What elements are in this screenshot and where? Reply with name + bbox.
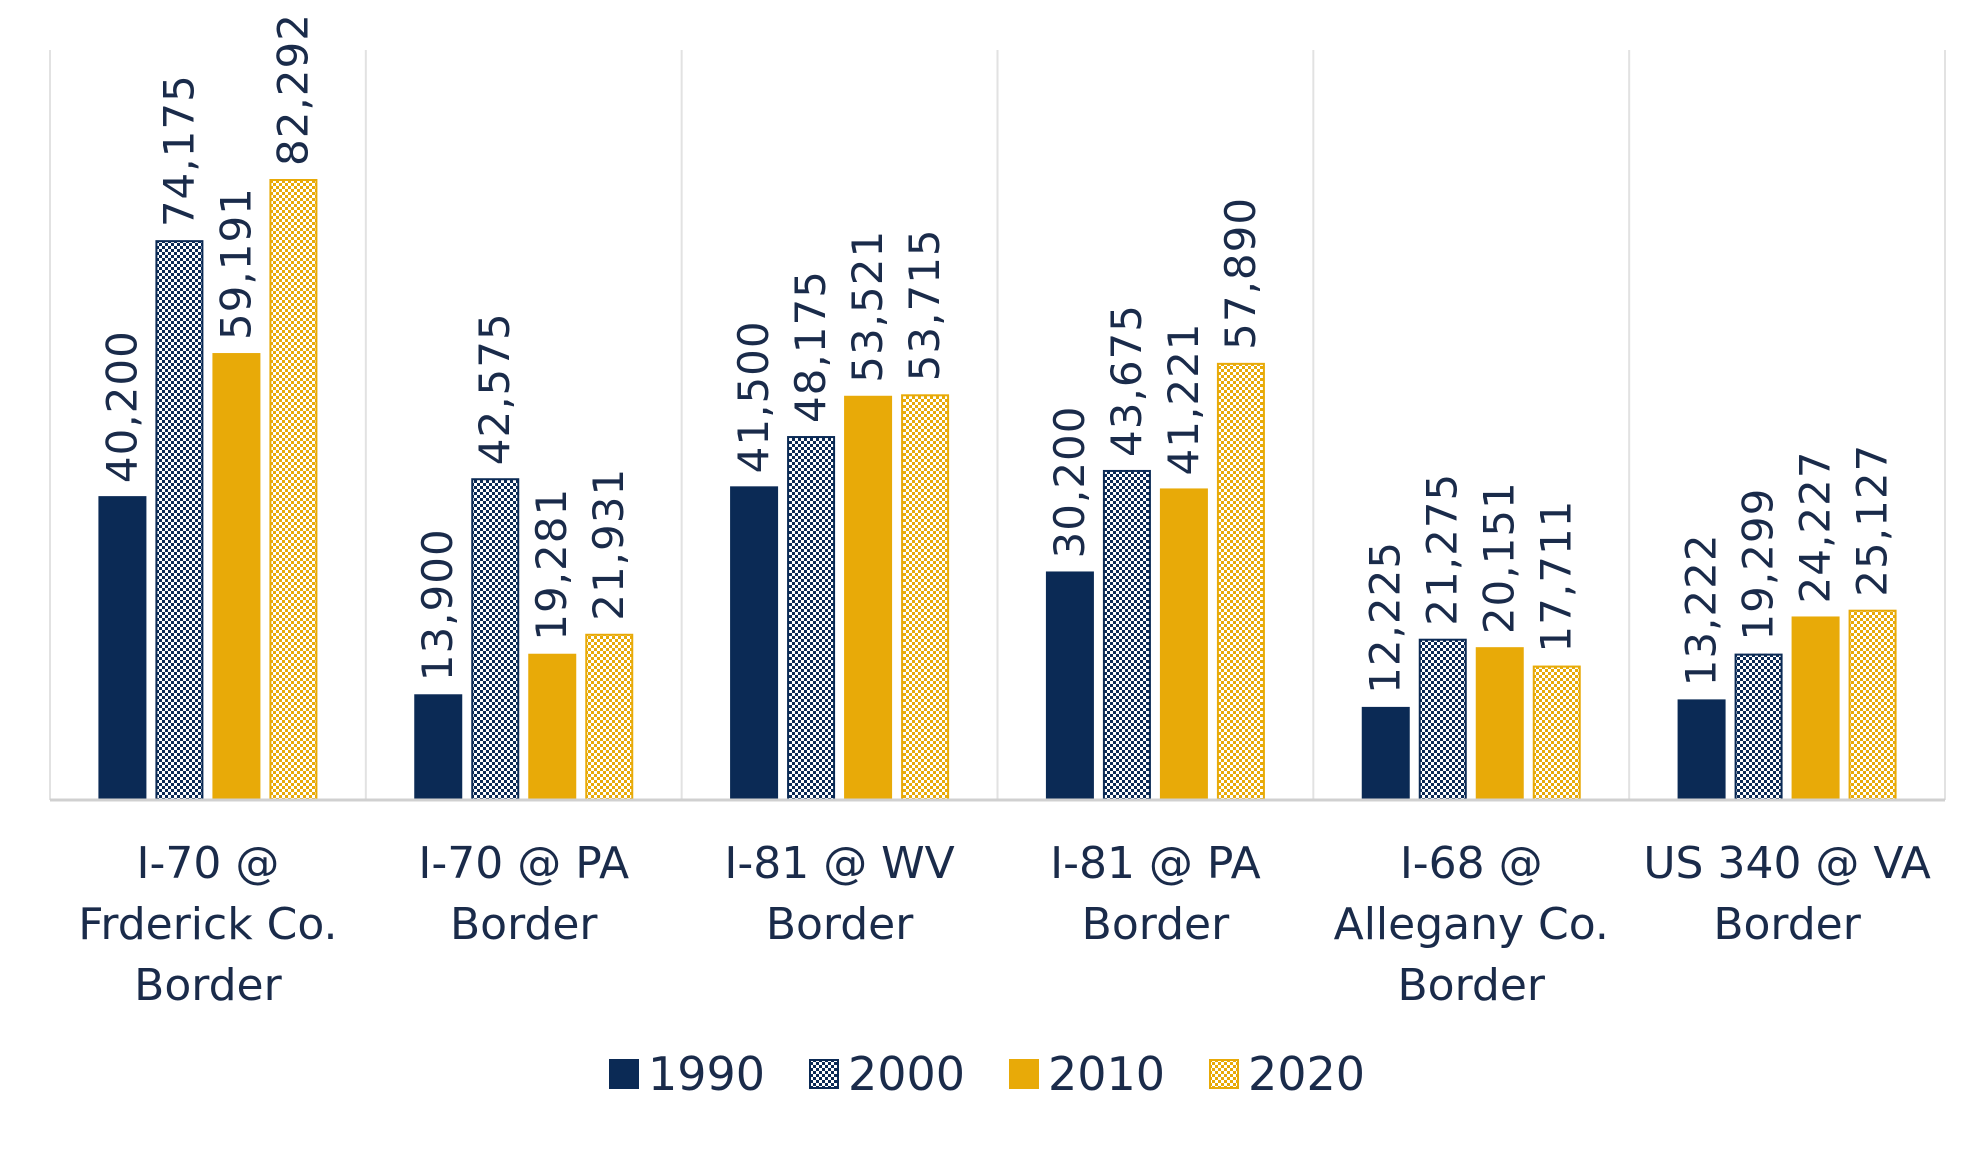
bar-2000-4 [1418, 638, 1467, 801]
legend-swatch-2000 [809, 1059, 839, 1089]
legend-label-1990: 1990 [648, 1047, 765, 1101]
data-label-1990-0: 40,200 [97, 330, 146, 483]
category-label-line: US 340 @ VA [1643, 838, 1930, 889]
category-label-line: Allegany Co. [1334, 899, 1609, 950]
data-label-1990-3: 30,200 [1045, 406, 1094, 559]
category-label-line: I-81 @ WV [724, 838, 954, 889]
bar-2020-5 [1848, 609, 1897, 802]
data-label-2020-4: 17,711 [1532, 500, 1581, 653]
category-label-0: I-70 @ Frderick Co. Border [78, 838, 337, 1011]
category-label-line: I-68 @ [1400, 838, 1543, 889]
legend-item-2010: 2010 [1009, 1047, 1165, 1101]
category-label-line: I-81 @ PA [1050, 838, 1261, 889]
data-label-1990-4: 12,225 [1361, 541, 1410, 694]
bar-2000-0 [155, 240, 204, 801]
data-label-2000-2: 48,175 [786, 270, 835, 423]
category-label-line: Border [1397, 960, 1545, 1011]
category-label-4: I-68 @ Allegany Co. Border [1334, 838, 1609, 1011]
data-label-2010-4: 20,151 [1475, 481, 1524, 634]
bar-2000-5 [1734, 653, 1783, 802]
data-label-2000-1: 42,575 [470, 312, 519, 465]
bar-1990-4 [1361, 706, 1410, 802]
legend-item-1990: 1990 [609, 1047, 765, 1101]
legend-label-2010: 2010 [1048, 1047, 1165, 1101]
category-label-line: Border [134, 960, 282, 1011]
category-label-line: Border [450, 899, 598, 950]
data-label-2010-1: 19,281 [527, 488, 576, 641]
bar-2000-1 [471, 478, 520, 801]
bar-2010-2 [844, 395, 893, 801]
data-label-2020-1: 21,931 [584, 468, 633, 621]
data-label-2010-3: 41,221 [1159, 322, 1208, 475]
data-label-2020-3: 57,890 [1216, 197, 1265, 350]
data-label-1990-2: 41,500 [729, 320, 778, 473]
data-label-2000-0: 74,175 [154, 74, 203, 227]
legend-swatch-1990 [609, 1059, 639, 1089]
category-label-line: Border [1713, 899, 1861, 950]
legend: 1990 2000 2010 2020 [609, 1047, 1365, 1101]
legend-item-2000: 2000 [809, 1047, 965, 1101]
bars-layer [98, 179, 1897, 802]
data-labels-layer: 40,20074,17559,19182,29213,90042,57519,2… [97, 13, 1896, 694]
category-label-3: I-81 @ PA Border [1050, 838, 1261, 950]
bar-2020-3 [1216, 362, 1265, 801]
bar-2010-0 [212, 353, 261, 801]
bar-1990-1 [414, 694, 463, 802]
category-label-line: I-70 @ [137, 838, 280, 889]
legend-label-2000: 2000 [848, 1047, 965, 1101]
data-label-2010-2: 53,521 [843, 230, 892, 383]
bar-2020-2 [901, 394, 950, 801]
data-label-2020-5: 25,127 [1848, 444, 1897, 597]
data-label-2010-5: 24,227 [1791, 451, 1840, 604]
data-label-2010-0: 59,191 [211, 187, 260, 340]
bar-1990-2 [730, 486, 779, 801]
category-label-1: I-70 @ PA Border [418, 838, 629, 950]
bar-1990-0 [98, 496, 147, 801]
legend-label-2020: 2020 [1248, 1047, 1365, 1101]
category-label-5: US 340 @ VA Border [1643, 838, 1930, 950]
bar-2020-1 [585, 633, 634, 801]
bar-2010-5 [1791, 616, 1840, 801]
data-label-2020-2: 53,715 [900, 228, 949, 381]
bar-2020-0 [269, 179, 318, 801]
category-label-line: Border [766, 899, 914, 950]
data-label-2020-0: 82,292 [268, 13, 317, 166]
data-label-1990-5: 13,222 [1677, 533, 1726, 686]
category-label-line: I-70 @ PA [418, 838, 629, 889]
bar-2020-4 [1532, 665, 1581, 802]
bar-2010-3 [1159, 488, 1208, 801]
bar-2010-4 [1475, 647, 1524, 801]
bar-2000-2 [787, 436, 836, 801]
legend-item-2020: 2020 [1209, 1047, 1365, 1101]
data-label-2000-4: 21,275 [1418, 473, 1467, 626]
bar-1990-3 [1045, 571, 1094, 801]
bar-1990-5 [1677, 699, 1726, 801]
bar-2000-3 [1102, 469, 1151, 801]
legend-swatch-2010 [1009, 1059, 1039, 1089]
bar-2010-1 [528, 653, 577, 802]
data-label-2000-3: 43,675 [1102, 304, 1151, 457]
category-label-line: Border [1082, 899, 1230, 950]
data-label-2000-5: 19,299 [1734, 488, 1783, 641]
category-separators [49, 50, 1946, 800]
category-label-line: Frderick Co. [78, 899, 337, 950]
category-label-2: I-81 @ WV Border [724, 838, 954, 950]
data-label-1990-1: 13,900 [413, 528, 462, 681]
legend-swatch-2020 [1209, 1059, 1239, 1089]
